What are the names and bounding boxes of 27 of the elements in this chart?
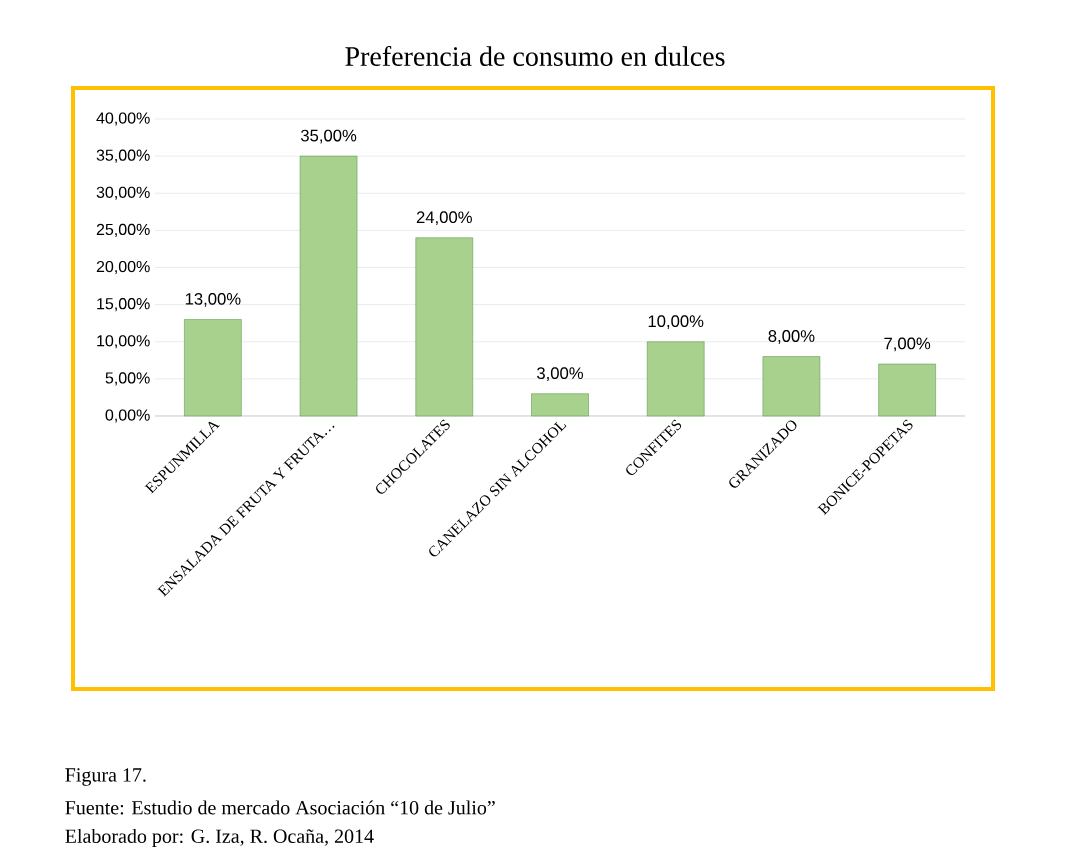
- y-tick-label: 35,00%: [96, 149, 150, 163]
- data-label: 13,00%: [185, 292, 241, 307]
- y-tick-label: 10,00%: [97, 335, 150, 349]
- bar: [762, 356, 821, 417]
- text: Elaborado por: G. Iza, R. Ocaña, 2014: [65, 828, 374, 848]
- y-tick-label: 15,00%: [97, 298, 150, 312]
- text: Figura 17.: [65, 768, 146, 786]
- bar: [299, 155, 358, 417]
- y-tick-label: 5,00%: [105, 372, 150, 386]
- data-label: 7,00%: [884, 337, 931, 352]
- data-label: 3,00%: [537, 367, 584, 381]
- chart-title: Preferencia de consumo en dulces: [345, 45, 725, 66]
- bar: [531, 393, 589, 417]
- data-label: 24,00%: [416, 211, 472, 226]
- bar: [646, 341, 705, 417]
- y-tick-label: 0,00%: [105, 409, 150, 423]
- y-tick-label: 20,00%: [96, 260, 150, 275]
- data-label: 8,00%: [768, 330, 815, 344]
- y-tick-label: 40,00%: [96, 112, 150, 126]
- data-label: 35,00%: [300, 129, 357, 144]
- source-note: Fuente: Estudio de mercado Asociación “10 de Julio”: [65, 800, 495, 815]
- bar: [878, 363, 936, 417]
- data-label: 10,00%: [648, 315, 704, 330]
- y-tick-label: 30,00%: [96, 186, 150, 200]
- y-tick-label: 25,00%: [96, 223, 150, 237]
- bar: [415, 237, 474, 417]
- bar: [184, 319, 242, 417]
